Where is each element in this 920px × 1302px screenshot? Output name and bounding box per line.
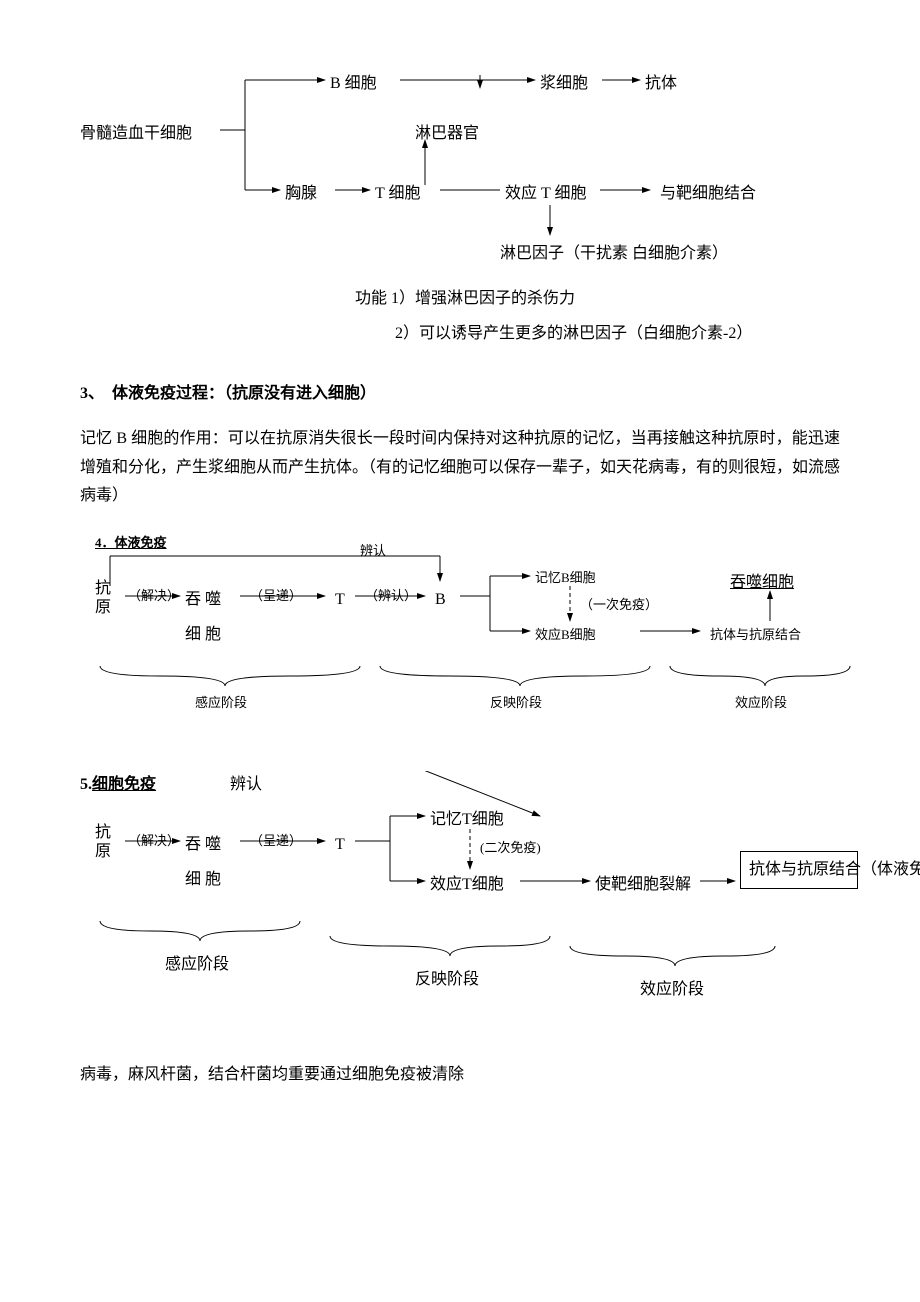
flow4-edge3: （辨认） bbox=[365, 584, 417, 607]
flow4-result: 抗体与抗原结合 bbox=[710, 623, 801, 646]
section3-para: 记忆 B 细胞的作用：可以在抗原消失很长一段时间内保持对这种抗原的记忆，当再接触… bbox=[80, 425, 840, 511]
flow5-secondary: (二次免疫) bbox=[480, 836, 541, 859]
flow5-title: 5.细胞免疫 bbox=[80, 771, 156, 800]
flow4-stage3: 效应阶段 bbox=[735, 691, 787, 714]
flow5-recognize: 辨认 bbox=[230, 771, 262, 800]
flow5-phago: 吞 噬 bbox=[185, 831, 221, 860]
flow4-secondary: （一次免疫） bbox=[580, 593, 658, 616]
flow5-box: 抗体与抗原结合（体液免疫 bbox=[740, 851, 858, 889]
node-stem-cell: 骨髓造血干细胞 bbox=[80, 120, 192, 149]
flow5-cell-sub: 细 胞 bbox=[185, 866, 221, 895]
flow4-mem-b: 记忆B细胞 bbox=[535, 566, 596, 589]
flow5-stage1: 感应阶段 bbox=[165, 951, 229, 980]
flow5-stage2: 反映阶段 bbox=[415, 966, 479, 995]
flow4-stage1: 感应阶段 bbox=[195, 691, 247, 714]
flow4-title: 4．体液免疫 bbox=[95, 531, 167, 554]
flow4-recognize-top: 辨认 bbox=[360, 539, 386, 562]
node-effector-t: 效应 T 细胞 bbox=[505, 180, 587, 209]
node-thymus: 胸腺 bbox=[285, 180, 317, 209]
node-lymphokine: 淋巴因子（干扰素 白细胞介素） bbox=[500, 240, 728, 269]
flow5-edge1: （解决） bbox=[128, 829, 180, 852]
flow4-b: B bbox=[435, 586, 446, 615]
flow4-antigen: 抗原 bbox=[95, 579, 111, 617]
node-lymph-organ: 淋巴器官 bbox=[415, 120, 479, 149]
flow5-edge2: （呈递） bbox=[250, 829, 302, 852]
func2: 2）可以诱导产生更多的淋巴因子（白细胞介素-2） bbox=[395, 320, 752, 349]
node-antibody: 抗体 bbox=[645, 70, 677, 99]
diagram-lines bbox=[80, 60, 840, 360]
flow4-edge2: （呈递） bbox=[250, 584, 302, 607]
flow5-lyse: 使靶细胞裂解 bbox=[595, 871, 691, 900]
flow5-diagram: 5.细胞免疫 辨认 抗原 （解决） 吞 噬 细 胞 （呈递） T 记忆T细胞 (… bbox=[80, 771, 840, 1031]
section3-heading: 3、 体液免疫过程：（抗原没有进入细胞） bbox=[80, 380, 840, 409]
node-plasma: 浆细胞 bbox=[540, 70, 588, 99]
diagram-stem-cell: 骨髓造血干细胞 B 细胞 浆细胞 抗体 淋巴器官 胸腺 T 细胞 效应 T 细胞… bbox=[80, 60, 840, 360]
flow4-cell-sub: 细 胞 bbox=[185, 621, 221, 650]
footer-text: 病毒，麻风杆菌，结合杆菌均重要通过细胞免疫被清除 bbox=[80, 1061, 840, 1090]
flow4-phago: 吞 噬 bbox=[185, 586, 221, 615]
flow5-stage3: 效应阶段 bbox=[640, 976, 704, 1005]
flow4-eff-b: 效应B细胞 bbox=[535, 623, 596, 646]
flow4-diagram: 4．体液免疫 辨认 抗原 （解决） 吞 噬 细 胞 （呈递） T （辨认） B … bbox=[80, 531, 840, 751]
func-label: 功能 1）增强淋巴因子的杀伤力 bbox=[355, 285, 575, 314]
flow5-eff-t: 效应T细胞 bbox=[430, 871, 504, 900]
node-t-cell: T 细胞 bbox=[375, 180, 421, 209]
flow4-stage2: 反映阶段 bbox=[490, 691, 542, 714]
flow5-antigen: 抗原 bbox=[95, 823, 111, 861]
flow5-t: T bbox=[335, 831, 345, 860]
flow4-t: T bbox=[335, 586, 345, 615]
flow5-mem-t: 记忆T细胞 bbox=[430, 806, 504, 835]
flow4-phago-cell2: 吞噬细胞 bbox=[730, 569, 794, 598]
flow4-edge1: （解决） bbox=[128, 584, 180, 607]
node-bind-target: 与靶细胞结合 bbox=[660, 180, 756, 209]
node-b-cell: B 细胞 bbox=[330, 70, 377, 99]
